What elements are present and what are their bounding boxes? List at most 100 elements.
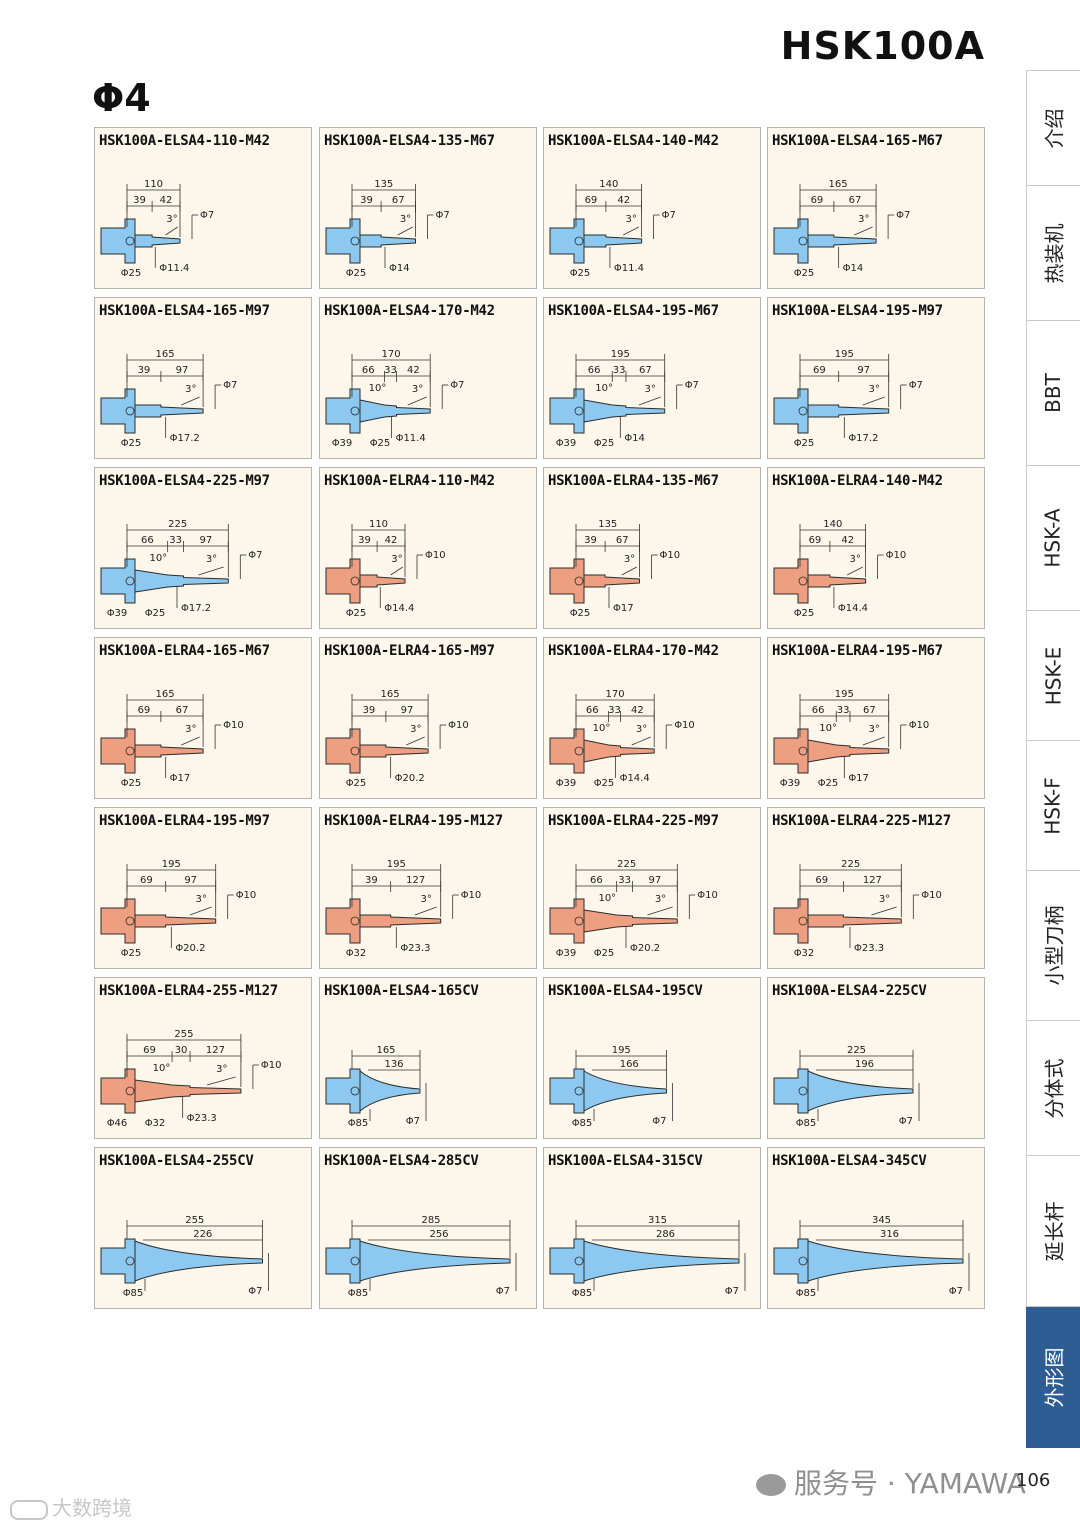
product-card[interactable]: HSK100A-ELSA4-165-M67 165 69 67 3° Φ7 Φ25 Φ14 xyxy=(767,127,985,289)
holder-bore xyxy=(125,1256,135,1266)
base-diameter-0: Φ32 xyxy=(794,948,815,959)
product-model: HSK100A-ELSA4-165CV xyxy=(324,983,479,999)
holder-bore xyxy=(798,236,808,246)
product-card[interactable]: HSK100A-ELSA4-315CV 315 286 Φ7 Φ85 xyxy=(543,1147,761,1309)
product-card[interactable]: HSK100A-ELSA4-195CV 195 166 Φ7 Φ85 xyxy=(543,977,761,1139)
product-model: HSK100A-ELSA4-135-M67 xyxy=(324,133,495,149)
taper-leader xyxy=(854,226,873,236)
tool-drawing: 255 226 Φ7 Φ85 xyxy=(100,1215,269,1299)
product-card[interactable]: HSK100A-ELSA4-140-M42 140 69 42 3° Φ7 Φ25 Φ11.4 xyxy=(543,127,761,289)
product-card[interactable]: HSK100A-ELSA4-195-M97 195 69 97 3° Φ7 Φ25 Φ17.2 xyxy=(767,297,985,459)
tool-drawing: 345 316 Φ7 Φ85 xyxy=(773,1215,970,1299)
nozzle-body xyxy=(359,744,429,758)
dim-overall: 225 xyxy=(847,1045,866,1056)
taper-leader xyxy=(871,906,897,916)
product-card[interactable]: HSK100A-ELSA4-110-M42 110 39 42 3° Φ7 Φ25 Φ11.4 xyxy=(94,127,312,289)
tip-diameter: Φ7 xyxy=(725,1286,739,1297)
dim-sub-0: 69 xyxy=(811,195,824,206)
product-card[interactable]: HSK100A-ELRA4-255-M127 255 69 30 127 10° 3° Φ10… xyxy=(94,977,312,1139)
taper-angle: 3° xyxy=(858,214,869,225)
product-card[interactable]: HSK100A-ELSA4-170-M42 170 66 33 42 10° 3° Φ7 Φ39… xyxy=(319,297,537,459)
product-card[interactable]: HSK100A-ELSA4-165-M97 165 39 97 3° Φ7 Φ25 Φ17.2 xyxy=(94,297,312,459)
holder-flange xyxy=(100,218,136,264)
tool-drawing: 165 39 97 3° Φ10 Φ25 Φ20.2 xyxy=(325,689,469,789)
cone-angle: 10° xyxy=(593,723,611,734)
product-card[interactable]: HSK100A-ELRA4-225-M97 225 66 33 97 10° 3° Φ10 Φ3… xyxy=(543,807,761,969)
product-card[interactable]: HSK100A-ELSA4-285CV 285 256 Φ7 Φ85 xyxy=(319,1147,537,1309)
nozzle-body xyxy=(134,914,217,928)
base-diameter-0: Φ25 xyxy=(121,438,142,449)
base-diameter-0: Φ25 xyxy=(346,778,367,789)
dim-overall: 165 xyxy=(829,179,848,190)
tip-diameter: Φ7 xyxy=(223,380,237,391)
product-card[interactable]: HSK100A-ELRA4-195-M97 195 69 97 3° Φ10 Φ25 Φ20.… xyxy=(94,807,312,969)
dim-sub-0: 69 xyxy=(140,875,153,886)
base-diameter-0: Φ25 xyxy=(346,268,367,279)
product-card[interactable]: HSK100A-ELSA4-225CV 225 196 Φ7 Φ85 xyxy=(767,977,985,1139)
neck-diameter: Φ23.3 xyxy=(400,943,430,954)
base-diameter: Φ85 xyxy=(796,1288,817,1299)
holder-flange xyxy=(773,558,809,604)
taper-leader xyxy=(621,566,637,576)
tool-drawing: 255 69 30 127 10° 3° Φ10 Φ46 Φ32 Φ23.3 xyxy=(100,1029,282,1129)
product-card[interactable]: HSK100A-ELSA4-255CV 255 226 Φ7 Φ85 xyxy=(94,1147,312,1309)
product-card[interactable]: HSK100A-ELRA4-165-M67 165 69 67 3° Φ10 Φ25 Φ17 xyxy=(94,637,312,799)
taper-angle: 3° xyxy=(868,384,879,395)
cv-body xyxy=(134,1240,263,1282)
sidebar-tab-label: HSK-A xyxy=(1041,508,1065,568)
wechat-icon xyxy=(756,1474,786,1496)
nozzle-body xyxy=(134,569,229,593)
product-model: HSK100A-ELRA4-195-M127 xyxy=(324,813,503,829)
taper-leader xyxy=(638,396,661,406)
sidebar-tab-1[interactable]: 热装机 xyxy=(1026,185,1080,320)
base-diameter-0: Φ25 xyxy=(121,268,142,279)
sidebar-tab-8[interactable]: 延长杆 xyxy=(1026,1155,1080,1306)
base-diameter-0: Φ25 xyxy=(570,608,591,619)
product-card[interactable]: HSK100A-ELSA4-165CV 165 136 Φ7 Φ85 xyxy=(319,977,537,1139)
product-card[interactable]: HSK100A-ELRA4-165-M97 165 39 97 3° Φ10 Φ25 Φ20.… xyxy=(319,637,537,799)
nozzle-body xyxy=(583,234,643,248)
product-card[interactable]: HSK100A-ELSA4-195-M67 195 66 33 67 10° 3° Φ7 Φ39… xyxy=(543,297,761,459)
sidebar-tab-4[interactable]: HSK-E xyxy=(1026,610,1080,740)
neck-diameter: Φ14.4 xyxy=(384,603,414,614)
product-card[interactable]: HSK100A-ELSA4-345CV 345 316 Φ7 Φ85 xyxy=(767,1147,985,1309)
product-card[interactable]: HSK100A-ELRA4-195-M67 195 66 33 67 10° 3° Φ10 Φ3… xyxy=(767,637,985,799)
base-diameter-1: Φ32 xyxy=(145,1118,166,1129)
sidebar-tab-7[interactable]: 分体式 xyxy=(1026,1020,1080,1155)
section-title: Φ4 xyxy=(92,76,151,120)
product-card[interactable]: HSK100A-ELRA4-140-M42 140 69 42 3° Φ10 Φ25 Φ14.… xyxy=(767,467,985,629)
sidebar-tab-9[interactable]: 外形图 xyxy=(1026,1306,1080,1448)
product-card[interactable]: HSK100A-ELSA4-225-M97 225 66 33 97 10° 3° Φ7 Φ39… xyxy=(94,467,312,629)
product-card[interactable]: HSK100A-ELSA4-135-M67 135 39 67 3° Φ7 Φ25 Φ14 xyxy=(319,127,537,289)
holder-bore xyxy=(574,1256,584,1266)
sidebar-tab-label: 介绍 xyxy=(1042,108,1067,148)
taper-angle: 3° xyxy=(166,214,177,225)
sidebar-tab-2[interactable]: BBT xyxy=(1026,320,1080,465)
holder-flange xyxy=(325,728,361,774)
product-model: HSK100A-ELRA4-225-M97 xyxy=(548,813,719,829)
holder-bore xyxy=(574,236,584,246)
holder-flange xyxy=(100,558,136,604)
base-diameter: Φ85 xyxy=(123,1288,144,1299)
sidebar-tab-6[interactable]: 小型刀柄 xyxy=(1026,870,1080,1020)
tool-drawing: 170 66 33 42 10° 3° Φ10 Φ39 Φ25 Φ14.4 xyxy=(549,689,695,789)
product-model: HSK100A-ELSA4-345CV xyxy=(772,1153,927,1169)
product-card[interactable]: HSK100A-ELRA4-195-M127 195 39 127 3° Φ10 Φ32 Φ2… xyxy=(319,807,537,969)
holder-flange xyxy=(549,1068,585,1114)
base-diameter-0: Φ39 xyxy=(556,948,577,959)
product-model: HSK100A-ELSA4-315CV xyxy=(548,1153,703,1169)
sidebar-tab-5[interactable]: HSK-F xyxy=(1026,740,1080,870)
product-card[interactable]: HSK100A-ELRA4-170-M42 170 66 33 42 10° 3° Φ10 Φ3… xyxy=(543,637,761,799)
product-card[interactable]: HSK100A-ELRA4-135-M67 135 39 67 3° Φ10 Φ25 Φ17 xyxy=(543,467,761,629)
sidebar-divider xyxy=(1026,70,1027,1448)
dim-overall: 195 xyxy=(387,859,406,870)
taper-angle: 3° xyxy=(879,894,890,905)
sidebar-tab-0[interactable]: 介绍 xyxy=(1026,70,1080,185)
product-model: HSK100A-ELSA4-225CV xyxy=(772,983,927,999)
product-card[interactable]: HSK100A-ELRA4-110-M42 110 39 42 3° Φ10 Φ25 Φ14.… xyxy=(319,467,537,629)
dim-sub-2: 127 xyxy=(206,1045,225,1056)
sidebar-tab-3[interactable]: HSK-A xyxy=(1026,465,1080,610)
tool-drawing: 225 69 127 3° Φ10 Φ32 Φ23.3 xyxy=(773,859,942,959)
base-diameter-0: Φ39 xyxy=(332,438,353,449)
product-card[interactable]: HSK100A-ELRA4-225-M127 225 69 127 3° Φ10 Φ32 Φ2… xyxy=(767,807,985,969)
